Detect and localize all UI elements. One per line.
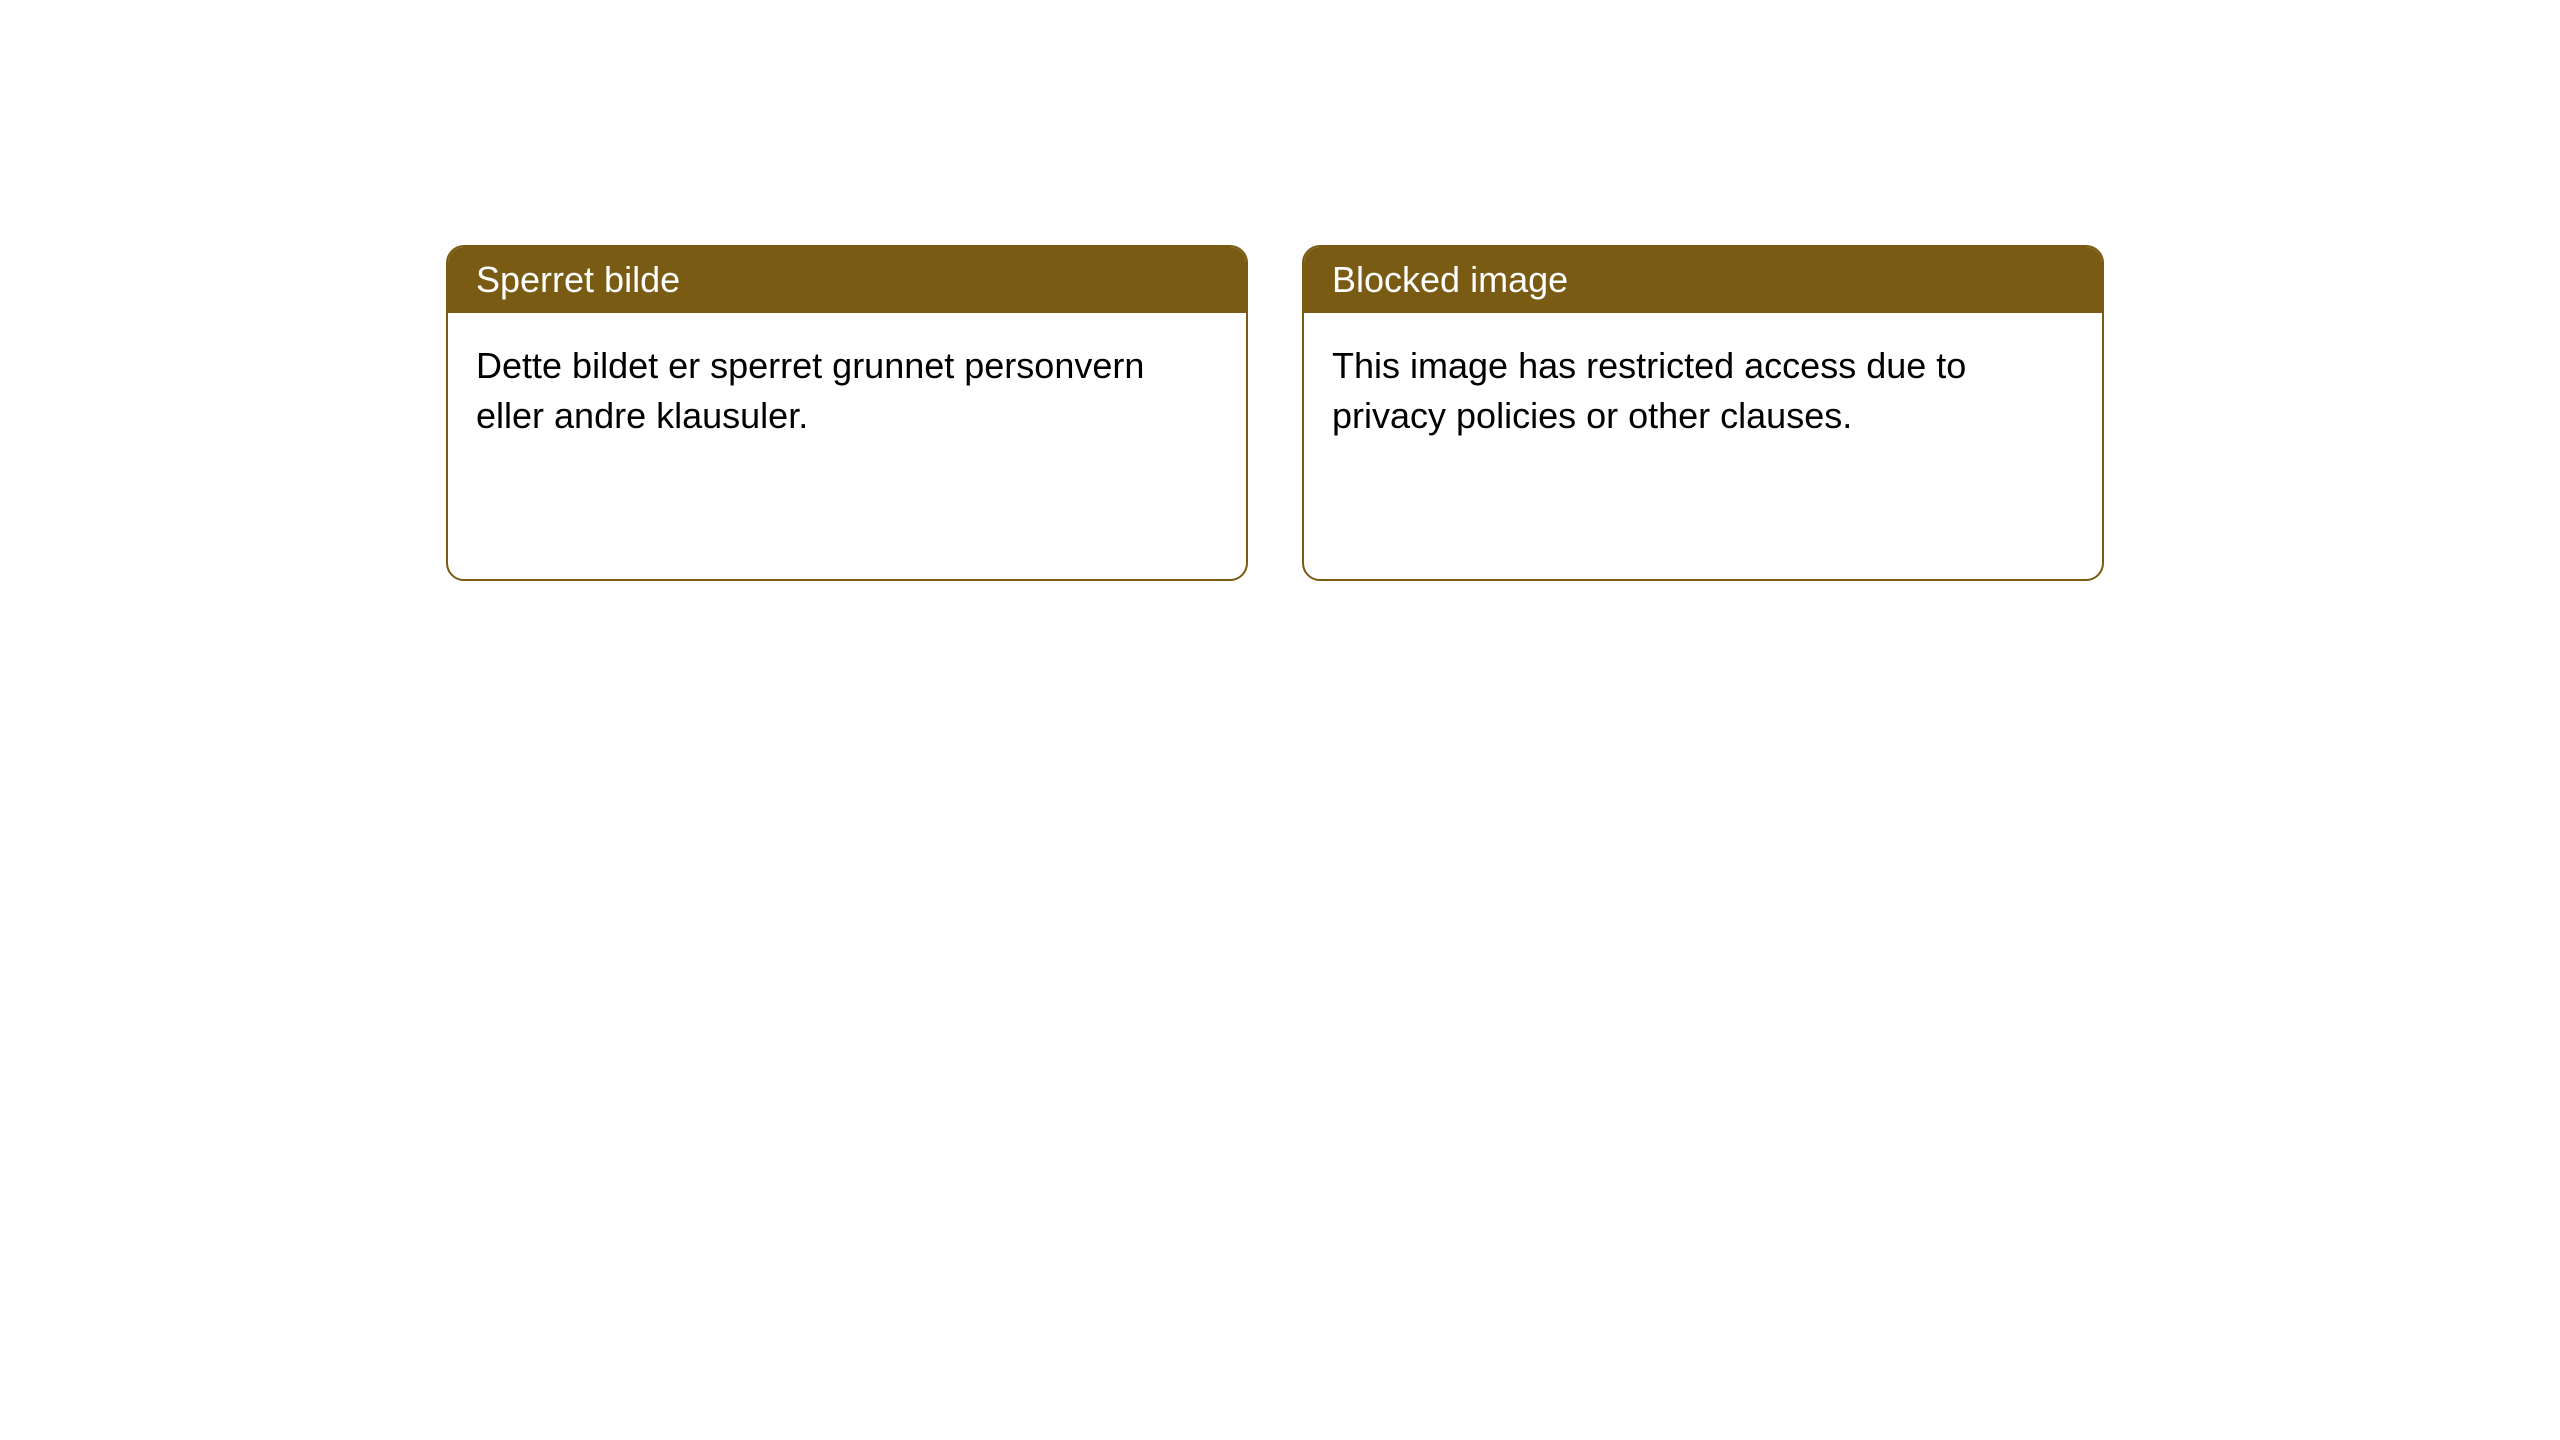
notice-message: Dette bildet er sperret grunnet personve… — [476, 345, 1144, 436]
notice-title: Sperret bilde — [476, 259, 680, 300]
notice-container: Sperret bilde Dette bildet er sperret gr… — [0, 0, 2560, 581]
notice-card-english: Blocked image This image has restricted … — [1302, 245, 2104, 581]
notice-body: This image has restricted access due to … — [1304, 313, 2102, 470]
notice-title: Blocked image — [1332, 259, 1568, 300]
notice-header: Blocked image — [1304, 247, 2102, 313]
notice-message: This image has restricted access due to … — [1332, 345, 1966, 436]
notice-body: Dette bildet er sperret grunnet personve… — [448, 313, 1246, 470]
notice-card-norwegian: Sperret bilde Dette bildet er sperret gr… — [446, 245, 1248, 581]
notice-header: Sperret bilde — [448, 247, 1246, 313]
